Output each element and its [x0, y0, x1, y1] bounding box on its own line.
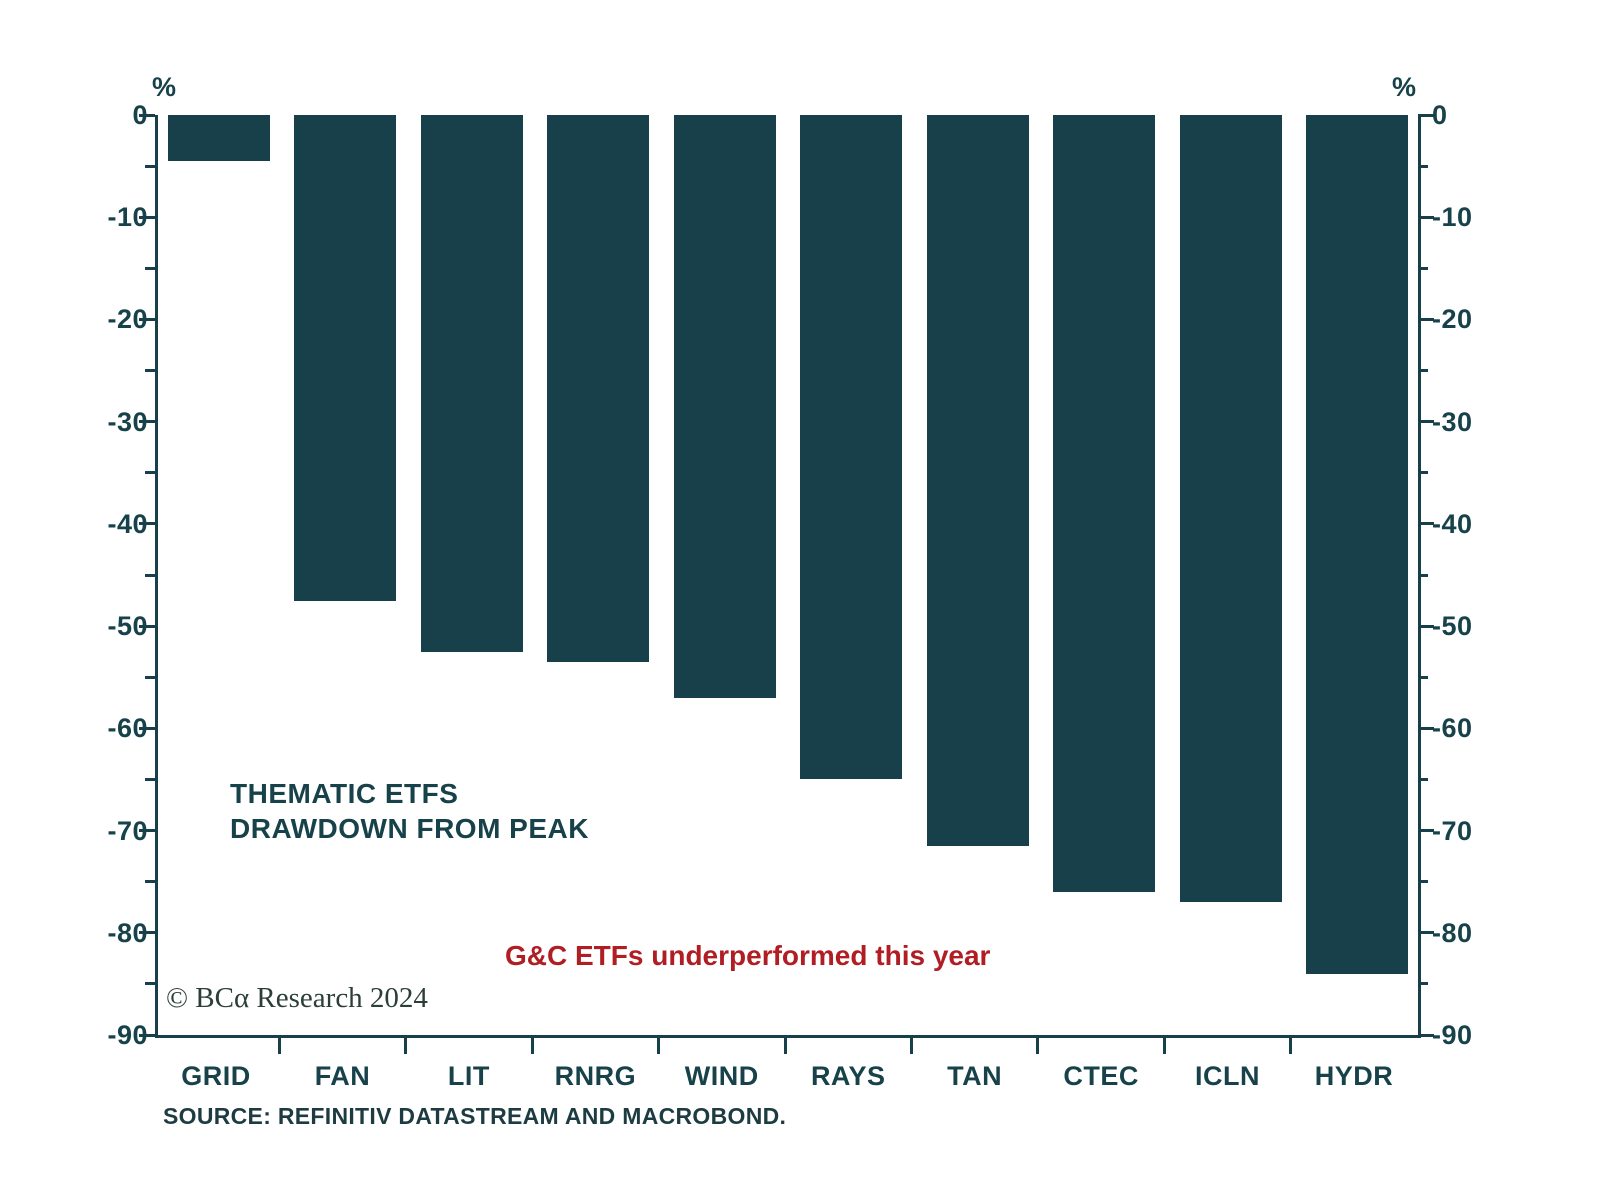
- tick-major-right: [1418, 931, 1434, 935]
- bar-LIT: [420, 115, 523, 652]
- tick-major-left: [139, 420, 155, 424]
- tick-major-right: [1418, 829, 1434, 833]
- y-axis-label-right--40: -40: [1432, 508, 1473, 539]
- tick-x-boundary: [404, 1038, 408, 1054]
- x-axis-label-HYDR: HYDR: [1314, 1061, 1394, 1091]
- tick-major-right: [1418, 317, 1434, 321]
- bar-FAN: [294, 115, 397, 601]
- tick-x-boundary: [1036, 1038, 1040, 1054]
- tick-minor-right: [1418, 164, 1428, 168]
- tick-major-left: [139, 931, 155, 935]
- tick-minor-right: [1418, 573, 1428, 577]
- tick-x-boundary: [530, 1038, 534, 1054]
- tick-minor-right: [1418, 471, 1428, 475]
- bar-ICLN: [1179, 115, 1282, 903]
- tick-major-left: [139, 317, 155, 321]
- tick-minor-right: [1418, 982, 1428, 986]
- y-axis-label-right--60: -60: [1432, 713, 1473, 744]
- copyright-text: © BCα Research 2024: [166, 982, 428, 1014]
- plot-area: [155, 115, 1421, 1038]
- x-axis-label-CTEC: CTEC: [1063, 1061, 1139, 1091]
- source-text: SOURCE: REFINITIV DATASTREAM AND MACROBO…: [163, 1103, 787, 1129]
- y-axis-label-right--20: -20: [1432, 304, 1473, 335]
- tick-x-boundary: [783, 1038, 787, 1054]
- y-axis-label-left--10: -10: [107, 202, 148, 233]
- x-axis-label-RNRG: RNRG: [554, 1061, 637, 1091]
- y-axis-label-right--50: -50: [1432, 611, 1473, 642]
- tick-minor-left: [145, 164, 155, 168]
- y-axis-unit-right: %: [1392, 72, 1417, 102]
- x-axis-label-RAYS: RAYS: [810, 1061, 886, 1091]
- y-axis-label-left--80: -80: [107, 917, 148, 948]
- tick-minor-right: [1418, 369, 1428, 373]
- bar-HYDR: [1306, 115, 1408, 974]
- y-axis-label-right--80: -80: [1432, 917, 1473, 948]
- y-axis-label-left--70: -70: [107, 815, 148, 846]
- tick-minor-left: [145, 573, 155, 577]
- tick-x-boundary: [1162, 1038, 1166, 1054]
- x-axis-label-FAN: FAN: [314, 1061, 371, 1091]
- tick-major-right: [1418, 420, 1434, 424]
- bar-TAN: [926, 115, 1029, 846]
- tick-minor-left: [145, 982, 155, 986]
- tick-major-left: [139, 726, 155, 730]
- tick-major-right: [1418, 1033, 1434, 1037]
- tick-minor-left: [145, 675, 155, 679]
- tick-x-boundary: [909, 1038, 913, 1054]
- y-axis-label-left-0: 0: [58, 97, 148, 133]
- y-axis-label-right-0: 0: [1432, 100, 1448, 130]
- bar-RAYS: [800, 115, 903, 780]
- bar-RNRG: [547, 115, 650, 662]
- tick-minor-right: [1418, 675, 1428, 679]
- tick-major-left: [139, 829, 155, 833]
- bar-CTEC: [1053, 115, 1156, 892]
- y-axis-label-left--20: -20: [107, 304, 148, 335]
- y-axis-label-left--60: -60: [107, 713, 148, 744]
- annotation-underperformed: G&C ETFs underperformed this year: [505, 940, 991, 971]
- tick-minor-left: [145, 880, 155, 884]
- tick-minor-left: [145, 777, 155, 781]
- bar-GRID: [168, 115, 270, 161]
- tick-major-right: [1418, 624, 1434, 628]
- tick-minor-right: [1418, 880, 1428, 884]
- x-axis-label-ICLN: ICLN: [1195, 1061, 1261, 1091]
- tick-x-boundary: [1289, 1038, 1293, 1054]
- tick-major-right: [1418, 522, 1434, 526]
- x-axis-label-TAN: TAN: [947, 1061, 1003, 1091]
- tick-x-boundary: [277, 1038, 281, 1054]
- tick-minor-right: [1418, 777, 1428, 781]
- x-axis-label-GRID: GRID: [181, 1061, 251, 1091]
- tick-x-boundary: [657, 1038, 661, 1054]
- chart-title-line1: THEMATIC ETFS: [230, 778, 459, 809]
- chart-title-line2: DRAWDOWN FROM PEAK: [230, 813, 589, 844]
- y-axis-unit-left: %: [152, 72, 177, 102]
- tick-major-right: [1418, 726, 1434, 730]
- tick-minor-left: [145, 369, 155, 373]
- tick-minor-right: [1418, 266, 1428, 270]
- tick-major-left: [139, 624, 155, 628]
- y-axis-label-left--40: -40: [107, 508, 148, 539]
- tick-minor-left: [145, 471, 155, 475]
- tick-major-right: [1418, 113, 1434, 117]
- bar-WIND: [673, 115, 776, 698]
- tick-major-left: [139, 215, 155, 219]
- chart-title: THEMATIC ETFS DRAWDOWN FROM PEAK: [230, 776, 589, 846]
- y-axis-label-left--90: -90: [107, 1020, 148, 1050]
- x-axis-label-WIND: WIND: [684, 1061, 759, 1091]
- tick-minor-left: [145, 266, 155, 270]
- x-axis-label-LIT: LIT: [447, 1061, 490, 1091]
- y-axis-label-left--30: -30: [107, 406, 148, 437]
- tick-major-right: [1418, 215, 1434, 219]
- tick-major-left: [139, 1033, 155, 1037]
- y-axis-label-right--10: -10: [1432, 202, 1473, 233]
- y-axis-label-right--30: -30: [1432, 406, 1473, 437]
- tick-major-left: [139, 113, 155, 117]
- tick-major-left: [139, 522, 155, 526]
- y-axis-label-right--70: -70: [1432, 815, 1473, 846]
- y-axis-label-left--50: -50: [107, 611, 148, 642]
- y-axis-label-right--90: -90: [1432, 1020, 1473, 1050]
